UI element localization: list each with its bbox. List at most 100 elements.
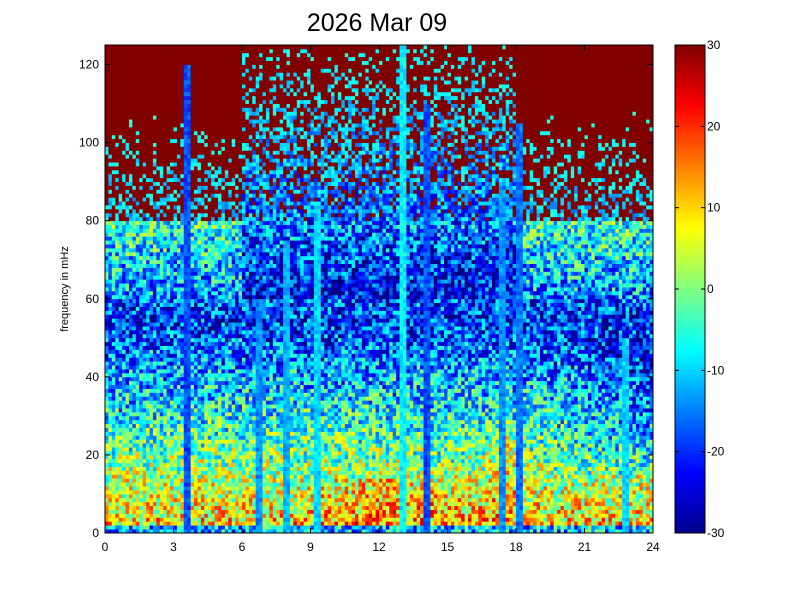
- spectrogram-cell: [204, 314, 209, 319]
- spectrogram-cell: [115, 497, 120, 503]
- spectrogram-cell: [152, 454, 157, 460]
- spectrogram-cell: [218, 482, 222, 487]
- spectrogram-cell: [115, 365, 120, 370]
- spectrogram-cell: [105, 287, 109, 292]
- spectrogram-cell: [142, 322, 147, 327]
- spectrogram-cell: [118, 369, 123, 374]
- spectrogram-cell: [183, 185, 188, 190]
- spectrogram-cell: [146, 298, 150, 304]
- spectrogram-cell: [166, 134, 171, 140]
- spectrogram-cell: [122, 419, 126, 425]
- spectrogram-cell: [231, 99, 236, 104]
- spectrogram-cell: [190, 48, 195, 54]
- spectrogram-cell: [159, 294, 164, 300]
- spectrogram-cell: [221, 263, 226, 268]
- spectrogram-cell: [128, 158, 133, 163]
- spectrogram-cell: [238, 142, 243, 147]
- spectrogram-cell: [204, 68, 209, 73]
- spectrogram-cell: [218, 255, 222, 261]
- spectrogram-cell: [187, 294, 192, 300]
- spectrogram-cell: [207, 45, 212, 50]
- spectrogram-cell: [235, 353, 239, 358]
- spectrogram-cell: [125, 103, 130, 108]
- spectrogram-cell: [238, 60, 243, 65]
- spectrogram-cell: [235, 509, 239, 514]
- spectrogram-cell: [173, 87, 178, 93]
- spectrogram-cell: [125, 87, 130, 93]
- spectrogram-cell: [115, 458, 120, 464]
- spectrogram-cell: [207, 76, 212, 81]
- spectrogram-cell: [132, 318, 137, 323]
- spectrogram-cell: [163, 173, 168, 179]
- spectrogram-cell: [238, 220, 243, 225]
- spectrogram-cell: [228, 68, 233, 73]
- spectrogram-cell: [115, 415, 120, 421]
- spectrogram-cell: [176, 411, 181, 417]
- spectrogram-cell: [149, 48, 154, 54]
- spectrogram-cell: [163, 337, 168, 343]
- spectrogram-cell: [156, 372, 161, 378]
- spectrogram-cell: [139, 91, 144, 97]
- spectrogram-cell: [200, 513, 205, 518]
- spectrogram-cell: [156, 427, 161, 432]
- spectrogram-cell: [214, 419, 219, 425]
- spectrogram-cell: [125, 486, 130, 491]
- spectrogram-cell: [125, 193, 130, 198]
- spectrogram-cell: [108, 396, 113, 401]
- spectrogram-cell: [105, 372, 109, 378]
- spectrogram-cell: [238, 189, 243, 194]
- spectrogram-cell: [238, 326, 243, 331]
- spectrogram-cell: [224, 369, 229, 374]
- spectrogram-cell: [166, 435, 171, 440]
- spectrogram-cell: [176, 134, 181, 140]
- spectrogram-cell: [125, 357, 130, 362]
- spectrogram-cell: [224, 486, 229, 491]
- spectrogram-cell: [194, 396, 198, 401]
- spectrogram-cell: [183, 497, 188, 503]
- spectrogram-cell: [224, 294, 229, 300]
- spectrogram-cell: [204, 279, 209, 284]
- spectrogram-cell: [221, 365, 226, 370]
- spectrogram-cell: [105, 236, 109, 241]
- spectrogram-cell: [170, 279, 174, 284]
- spectrogram-cell: [221, 64, 226, 69]
- spectrogram-cell: [125, 91, 130, 97]
- spectrogram-cell: [118, 388, 123, 393]
- spectrogram-cell: [166, 224, 171, 229]
- spectrogram-cell: [194, 513, 198, 518]
- spectrogram-cell: [115, 287, 120, 292]
- spectrogram-cell: [224, 142, 229, 147]
- spectrogram-cell: [105, 326, 109, 331]
- spectrogram-cell: [139, 493, 144, 499]
- spectrogram-cell: [149, 181, 154, 186]
- spectrogram-cell: [142, 111, 147, 116]
- spectrogram-cell: [224, 205, 229, 210]
- spectrogram-cell: [204, 224, 209, 229]
- spectrogram-cell: [228, 240, 233, 245]
- spectrogram-cell: [228, 154, 233, 159]
- spectrogram-cell: [231, 95, 236, 101]
- spectrogram-cell: [108, 439, 113, 444]
- spectrogram-cell: [238, 451, 243, 456]
- spectrogram-cell: [118, 142, 123, 147]
- spectrogram-cell: [166, 126, 171, 132]
- spectrogram-cell: [111, 123, 116, 128]
- spectrogram-cell: [180, 431, 185, 436]
- spectrogram-cell: [218, 212, 222, 218]
- spectrogram-cell: [122, 517, 126, 522]
- spectrogram-cell: [238, 84, 243, 89]
- spectrogram-cell: [125, 154, 130, 159]
- spectrogram-cell: [218, 435, 222, 440]
- spectrogram-cell: [235, 138, 239, 143]
- spectrogram-cell: [176, 173, 181, 179]
- spectrogram-cell: [135, 408, 140, 413]
- spectrogram-cell: [197, 232, 202, 237]
- spectrogram-cell: [170, 529, 174, 534]
- spectrogram-cell: [152, 56, 157, 62]
- spectrogram-cell: [231, 287, 236, 292]
- spectrogram-cell: [146, 388, 150, 393]
- spectrogram-cell: [228, 443, 233, 448]
- spectrogram-cell: [122, 466, 126, 471]
- spectrogram-cell: [238, 357, 243, 362]
- spectrogram-cell: [156, 306, 161, 311]
